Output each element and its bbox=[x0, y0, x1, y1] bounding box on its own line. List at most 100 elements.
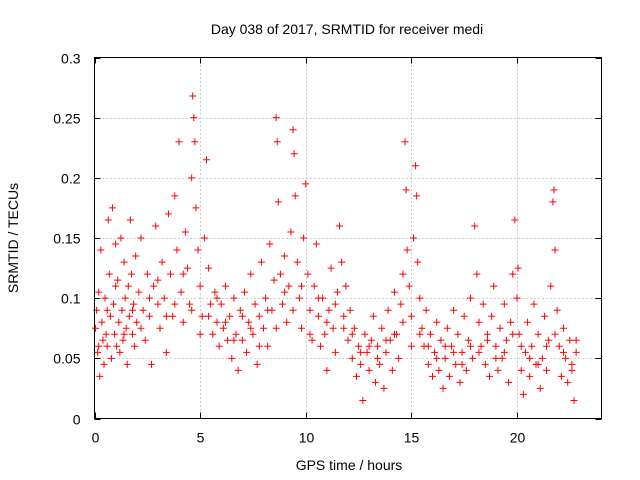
data-point bbox=[188, 174, 196, 182]
data-point bbox=[162, 348, 170, 356]
data-point bbox=[232, 330, 240, 338]
data-point bbox=[566, 336, 574, 344]
data-point bbox=[131, 342, 139, 350]
data-point bbox=[545, 336, 553, 344]
data-point bbox=[333, 288, 341, 296]
data-point bbox=[137, 234, 145, 242]
data-point bbox=[92, 324, 100, 332]
data-point bbox=[119, 336, 127, 344]
data-point bbox=[304, 270, 312, 278]
data-point bbox=[179, 270, 187, 278]
data-point bbox=[424, 360, 432, 368]
data-point bbox=[152, 222, 160, 230]
y-tick-labels: 0 0.05 0.1 0.15 0.2 0.25 0.3 bbox=[53, 51, 80, 428]
data-point bbox=[357, 360, 365, 368]
data-point bbox=[105, 270, 113, 278]
data-point bbox=[365, 366, 373, 374]
data-point bbox=[302, 180, 310, 188]
data-point bbox=[486, 372, 494, 380]
data-point bbox=[181, 228, 189, 236]
data-point bbox=[228, 354, 236, 362]
data-point bbox=[108, 204, 116, 212]
data-point bbox=[120, 330, 128, 338]
data-point bbox=[202, 156, 210, 164]
y-tick-label: 0.15 bbox=[53, 231, 80, 247]
data-point bbox=[200, 234, 208, 242]
data-point bbox=[475, 318, 483, 326]
data-point bbox=[409, 234, 417, 242]
data-point bbox=[198, 312, 206, 320]
data-point bbox=[452, 360, 460, 368]
data-point bbox=[98, 318, 106, 326]
data-point bbox=[369, 312, 377, 320]
data-point bbox=[95, 342, 103, 350]
data-point bbox=[494, 366, 502, 374]
data-point bbox=[238, 312, 246, 320]
data-point bbox=[291, 192, 299, 200]
data-point bbox=[189, 92, 197, 100]
data-point bbox=[191, 138, 199, 146]
data-point bbox=[104, 216, 112, 224]
data-point bbox=[283, 318, 291, 326]
data-point bbox=[116, 348, 124, 356]
data-point bbox=[443, 324, 451, 332]
data-point bbox=[483, 336, 491, 344]
data-point bbox=[346, 306, 354, 314]
data-point bbox=[317, 342, 325, 350]
data-point bbox=[568, 360, 576, 368]
data-point bbox=[361, 330, 369, 338]
data-point bbox=[99, 336, 107, 344]
data-point bbox=[344, 336, 352, 344]
data-point bbox=[132, 252, 140, 260]
data-point bbox=[555, 342, 563, 350]
data-point bbox=[106, 312, 114, 320]
data-point bbox=[549, 198, 557, 206]
data-point bbox=[295, 294, 303, 302]
data-point bbox=[412, 162, 420, 170]
data-point bbox=[251, 300, 259, 308]
data-point bbox=[390, 330, 398, 338]
data-point bbox=[107, 354, 115, 362]
data-point bbox=[192, 204, 200, 212]
data-point bbox=[115, 318, 123, 326]
data-point bbox=[534, 360, 542, 368]
data-point bbox=[240, 288, 248, 296]
data-point bbox=[365, 342, 373, 350]
data-point bbox=[327, 264, 335, 272]
data-point bbox=[329, 324, 337, 332]
data-point bbox=[266, 240, 274, 248]
data-point bbox=[405, 282, 413, 290]
data-point bbox=[473, 270, 481, 278]
data-point bbox=[374, 342, 382, 350]
data-point bbox=[154, 276, 162, 284]
data-point bbox=[323, 366, 331, 374]
data-point bbox=[413, 192, 421, 200]
data-point bbox=[500, 348, 508, 356]
data-point bbox=[272, 324, 280, 332]
data-point bbox=[289, 306, 297, 314]
data-point bbox=[270, 276, 278, 284]
y-tick-label: 0.3 bbox=[61, 51, 81, 67]
data-point bbox=[388, 366, 396, 374]
data-point bbox=[483, 330, 491, 338]
data-point bbox=[526, 372, 534, 380]
data-point bbox=[338, 258, 346, 266]
data-point bbox=[488, 312, 496, 320]
data-point bbox=[481, 360, 489, 368]
data-point bbox=[422, 306, 430, 314]
data-point bbox=[156, 324, 164, 332]
data-point bbox=[407, 312, 415, 320]
data-point bbox=[121, 294, 129, 302]
data-point bbox=[348, 354, 356, 362]
data-point bbox=[475, 348, 483, 356]
axis-ticks bbox=[94, 57, 602, 420]
data-point bbox=[357, 348, 365, 356]
data-point bbox=[550, 186, 558, 194]
data-point bbox=[492, 354, 500, 362]
x-tick-label: 15 bbox=[404, 430, 420, 446]
data-point bbox=[350, 324, 358, 332]
data-point bbox=[312, 240, 320, 248]
data-point bbox=[496, 324, 504, 332]
data-point bbox=[431, 348, 439, 356]
